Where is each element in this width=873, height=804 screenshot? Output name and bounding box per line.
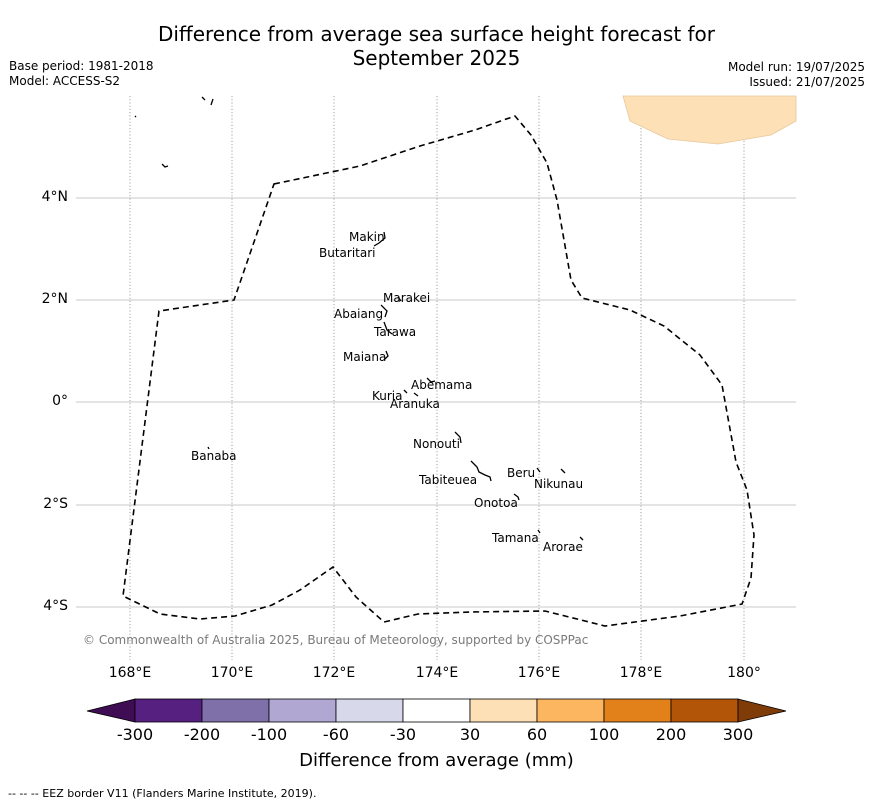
place-label-aranuka: Aranuka [390, 397, 440, 411]
colorbar-tick-label: 300 [722, 725, 754, 744]
colorbar-bin-2 [201, 698, 270, 723]
colorbar-tick-label: -300 [116, 725, 154, 744]
colorbar-bin-7 [536, 698, 605, 723]
colorbar-tick-label: -100 [250, 725, 288, 744]
colorbar-bin-5 [402, 698, 471, 723]
place-label-tabiteuea: Tabiteuea [419, 473, 478, 487]
place-label-nonouti: Nonouti [413, 437, 460, 451]
place-label-tamana: Tamana [492, 531, 539, 545]
colorbar-tick-label: 60 [526, 725, 548, 744]
base-period-text: Base period: 1981-2018 [9, 59, 154, 73]
model-text: Model: ACCESS-S2 [9, 74, 121, 88]
colorbar-tick-label: -200 [183, 725, 221, 744]
colorbar-bin-3 [268, 698, 337, 723]
colorbar-tick-label: -30 [389, 725, 417, 744]
x-label-174e: 174°E [415, 665, 459, 681]
colorbar-extend-high [737, 698, 787, 723]
longitude-gridlines [129, 96, 745, 660]
anomaly-patch-30-60 [622, 95, 797, 145]
x-label-180: 180° [727, 665, 761, 681]
colorbar-tick-label: -60 [322, 725, 350, 744]
place-label-nikunau: Nikunau [534, 477, 584, 491]
colorbar-bin-9 [670, 698, 739, 723]
meta-right: Model run: 19/07/2025 Issued: 21/07/2025 [728, 60, 865, 90]
eez-border [122, 115, 755, 627]
place-label-kuria: Kuria [372, 389, 403, 403]
map-title-line2: September 2025 [352, 46, 521, 70]
y-label-2s: 2°S [43, 496, 68, 512]
place-label-butaritari: Butaritari [319, 246, 376, 260]
place-label-abaiang: Abaiang [334, 307, 384, 321]
latitude-gridlines [76, 197, 796, 608]
x-label-172e: 172°E [312, 665, 356, 681]
copyright-text: © Commonwealth of Australia 2025, Bureau… [83, 633, 589, 647]
y-label-0: 0° [52, 393, 68, 409]
place-label-marakei: Marakei [383, 291, 431, 305]
y-label-4n: 4°N [41, 189, 68, 205]
colorbar-bin-6 [469, 698, 538, 723]
x-label-170e: 170°E [210, 665, 254, 681]
model-run-text: Model run: 19/07/2025 [727, 60, 865, 74]
map-title-line1: Difference from average sea surface heig… [157, 22, 716, 46]
place-label-onotoa: Onotoa [474, 496, 518, 510]
x-label-178e: 178°E [619, 665, 663, 681]
colorbar-title: Difference from average (mm) [299, 750, 574, 771]
eez-footnote: -- -- -- EEZ border V11 (Flanders Marine… [8, 787, 317, 800]
place-label-banaba: Banaba [191, 449, 237, 463]
colorbar-tick-label: 200 [655, 725, 687, 744]
place-label-arorae: Arorae [543, 540, 583, 554]
meta-left: Base period: 1981-2018 Model: ACCESS-S2 [9, 59, 154, 89]
place-label-abemama: Abemama [411, 378, 473, 392]
colorbar-extend-low [86, 698, 136, 723]
y-label-4s: 4°S [43, 598, 68, 614]
colorbar-bin-8 [603, 698, 672, 723]
x-label-176e: 176°E [517, 665, 561, 681]
place-label-tarawa: Tarawa [374, 325, 417, 339]
place-label-beru: Beru [507, 466, 536, 480]
colorbar [86, 698, 787, 723]
issued-text: Issued: 21/07/2025 [749, 75, 865, 89]
place-label-makin: Makin [349, 230, 385, 244]
colorbar-tick-label: 30 [459, 725, 481, 744]
colorbar-tick-label: 100 [588, 725, 620, 744]
map-title: Difference from average sea surface heig… [0, 22, 873, 70]
y-label-2n: 2°N [41, 291, 68, 307]
colorbar-bin-4 [335, 698, 404, 723]
island-outlines [134, 96, 584, 541]
x-label-168e: 168°E [108, 665, 152, 681]
colorbar-bin-1 [134, 698, 203, 723]
place-label-maiana: Maiana [343, 350, 387, 364]
